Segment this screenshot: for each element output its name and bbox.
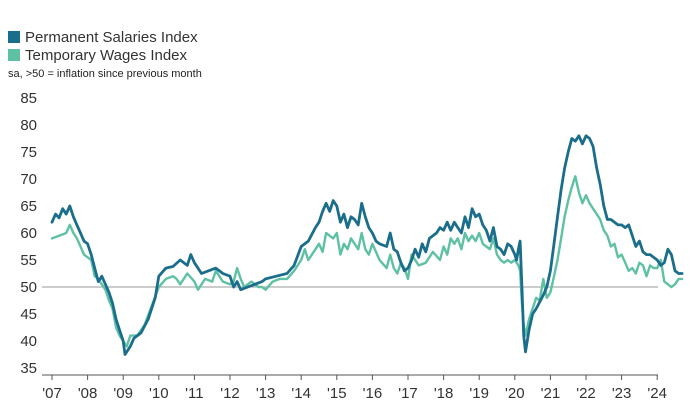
legend-item-permanent: Permanent Salaries Index bbox=[8, 28, 198, 46]
legend-swatch-permanent bbox=[8, 31, 20, 43]
x-tick-label: '09 bbox=[113, 385, 133, 402]
x-tick-label: '12 bbox=[220, 385, 240, 402]
y-tick-label: 50 bbox=[20, 279, 37, 296]
legend: Permanent Salaries Index Temporary Wages… bbox=[8, 28, 198, 64]
legend-swatch-temporary bbox=[8, 49, 20, 61]
legend-label-permanent: Permanent Salaries Index bbox=[25, 28, 198, 46]
y-tick-label: 80 bbox=[20, 117, 37, 134]
y-tick-label: 45 bbox=[20, 306, 37, 323]
chart-subtitle: sa, >50 = inflation since previous month bbox=[8, 68, 202, 80]
y-tick-label: 35 bbox=[20, 360, 37, 377]
x-tick-label: '17 bbox=[398, 385, 418, 402]
x-tick-label: '11 bbox=[185, 385, 203, 402]
x-tick-label: '10 bbox=[149, 385, 169, 402]
y-tick-label: 65 bbox=[20, 198, 37, 215]
x-tick-label: '13 bbox=[256, 385, 276, 402]
x-tick-label: '24 bbox=[647, 385, 667, 402]
x-tick-label: '15 bbox=[327, 385, 347, 402]
legend-label-temporary: Temporary Wages Index bbox=[25, 46, 188, 64]
series-line-temporary bbox=[50, 175, 684, 348]
y-tick-label: 55 bbox=[20, 252, 37, 269]
y-tick-label: 60 bbox=[20, 225, 37, 242]
y-tick-label: 40 bbox=[20, 333, 37, 350]
y-tick-label: 85 bbox=[20, 90, 37, 107]
x-tick-label: '16 bbox=[363, 385, 383, 402]
x-tick-label: '20 bbox=[505, 385, 525, 402]
x-tick-label: '21 bbox=[541, 385, 561, 402]
x-tick-label: '23 bbox=[612, 385, 632, 402]
y-tick-label: 70 bbox=[20, 171, 37, 188]
x-tick-label: '22 bbox=[576, 385, 596, 402]
series-line-permanent bbox=[50, 134, 684, 356]
x-tick-label: '14 bbox=[291, 385, 311, 402]
x-tick-label: '07 bbox=[42, 385, 62, 402]
x-tick-label: '19 bbox=[469, 385, 489, 402]
x-tick-label: '08 bbox=[78, 385, 98, 402]
legend-item-temporary: Temporary Wages Index bbox=[8, 46, 198, 64]
x-tick-label: '18 bbox=[434, 385, 454, 402]
y-tick-label: 75 bbox=[20, 144, 37, 161]
